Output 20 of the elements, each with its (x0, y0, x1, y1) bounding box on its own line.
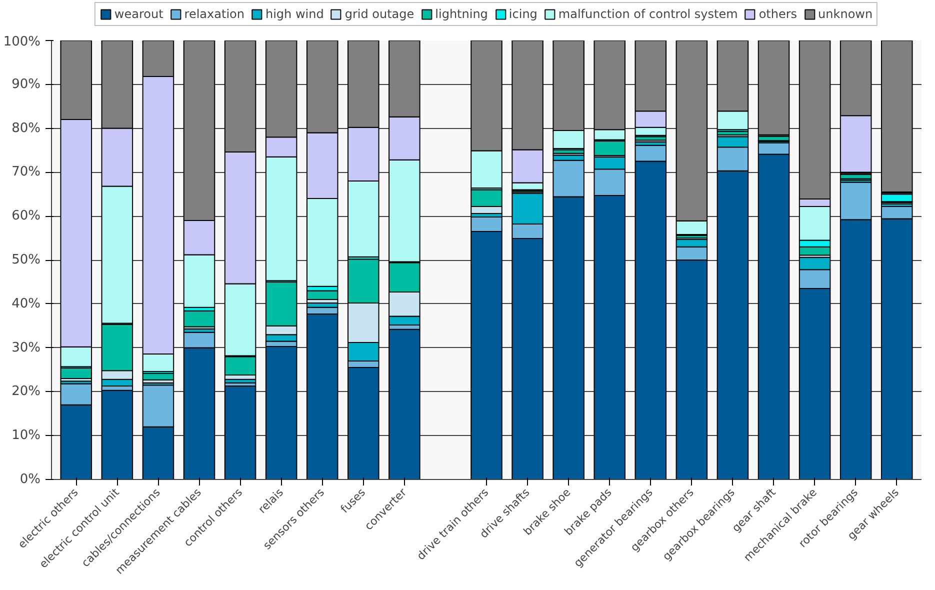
legend-label: wearout (114, 7, 164, 21)
y-tick-label: 20% (12, 384, 41, 400)
y-tick-label: 50% (12, 252, 41, 268)
legend-label: others (758, 7, 798, 21)
legend-label: icing (508, 7, 538, 21)
y-tick-label: 30% (12, 340, 41, 356)
legend-label: high wind (265, 7, 324, 21)
y-tick-label: 60% (12, 208, 41, 224)
legend-label: unknown (818, 7, 873, 21)
legend-label: malfunction of control system (558, 7, 738, 21)
y-tick-label: 10% (12, 428, 41, 444)
y-tick-label: 40% (12, 296, 41, 312)
legend-label: lightning (435, 7, 488, 21)
y-tick-label: 90% (12, 76, 41, 92)
y-tick-label: 70% (12, 164, 41, 180)
y-tick-label: 0% (20, 472, 40, 487)
legend-label: relaxation (184, 7, 244, 21)
y-tick-label: 80% (12, 120, 41, 136)
legend-label: grid outage (344, 7, 414, 21)
y-tick-label: 100% (3, 34, 41, 50)
